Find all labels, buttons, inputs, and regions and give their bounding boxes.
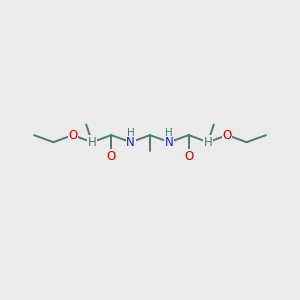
Text: N: N bbox=[165, 136, 174, 149]
Text: H: H bbox=[165, 128, 173, 138]
Text: H: H bbox=[88, 136, 96, 149]
Text: O: O bbox=[184, 150, 193, 163]
Text: O: O bbox=[68, 129, 77, 142]
Text: H: H bbox=[204, 136, 212, 149]
Text: N: N bbox=[126, 136, 135, 149]
Text: O: O bbox=[223, 129, 232, 142]
Text: H: H bbox=[127, 128, 135, 138]
Text: O: O bbox=[107, 150, 116, 163]
